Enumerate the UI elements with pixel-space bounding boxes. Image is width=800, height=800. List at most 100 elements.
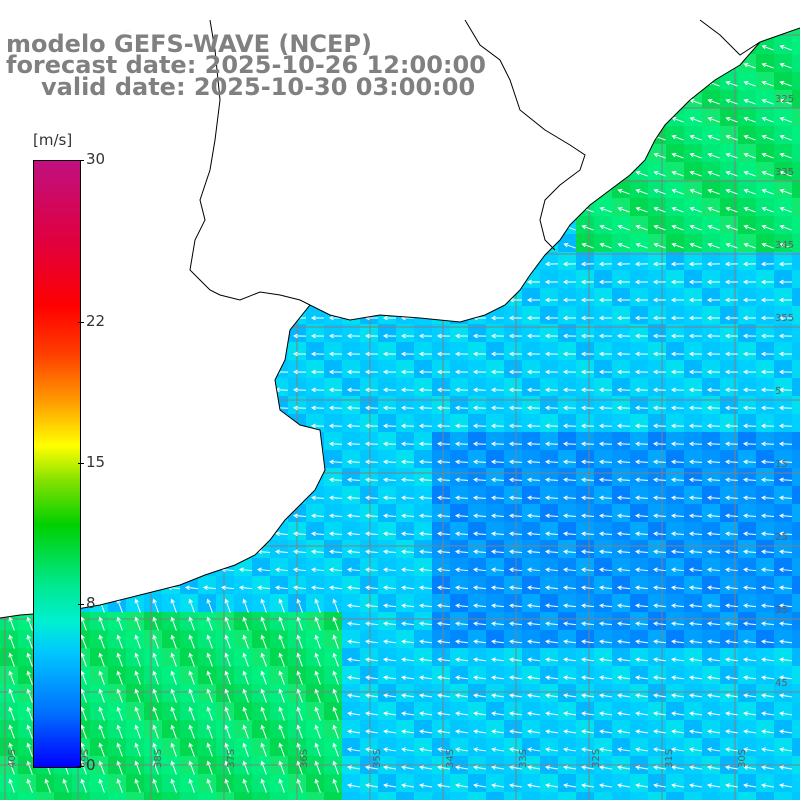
wind-arrow — [364, 423, 379, 429]
wind-cell — [504, 396, 522, 414]
wind-arrow — [544, 531, 559, 537]
wind-arrow — [653, 711, 667, 716]
wind-cell — [396, 702, 414, 720]
wind-arrow — [544, 549, 559, 555]
wind-cell — [576, 432, 594, 450]
wind-cell — [756, 108, 774, 126]
wind-arrow — [544, 423, 559, 429]
wind-arrow — [418, 441, 433, 447]
wind-arrow — [437, 621, 451, 627]
wind-arrow — [454, 441, 469, 447]
wind-arrow — [743, 729, 757, 734]
longitude-label: 335 — [775, 167, 794, 178]
wind-arrow — [635, 621, 649, 627]
wind-cell — [504, 774, 522, 792]
wind-arrow — [779, 711, 793, 716]
wind-arrow — [562, 261, 577, 267]
wind-cell — [450, 792, 468, 800]
wind-cell — [342, 702, 360, 720]
wind-arrow — [224, 742, 231, 757]
wind-cell — [396, 666, 414, 684]
wind-cell — [486, 342, 504, 360]
wind-cell — [414, 468, 432, 486]
wind-arrow — [455, 657, 469, 662]
wind-cell — [540, 450, 558, 468]
wind-arrow — [706, 549, 721, 555]
wind-cell — [414, 702, 432, 720]
wind-cell — [720, 450, 738, 468]
wind-cell — [702, 450, 720, 468]
wind-cell — [270, 540, 288, 558]
wind-arrow — [688, 351, 703, 357]
wind-arrow — [490, 585, 505, 591]
wind-arrow — [26, 670, 33, 685]
wind-arrow — [314, 670, 321, 685]
wind-cell — [702, 288, 720, 306]
wind-arrow — [206, 706, 213, 721]
wind-arrow — [706, 261, 721, 267]
wind-cell — [342, 486, 360, 504]
wind-cell — [774, 774, 792, 792]
wind-arrow — [509, 783, 522, 788]
wind-cell — [720, 486, 738, 504]
wind-arrow — [635, 224, 648, 231]
wind-cell — [342, 396, 360, 414]
wind-cell — [612, 684, 630, 702]
wind-arrow — [580, 459, 595, 465]
wind-cell — [450, 594, 468, 612]
wind-arrow — [436, 333, 451, 339]
wind-arrow — [310, 495, 325, 501]
wind-arrow — [779, 116, 792, 123]
wind-arrow — [562, 567, 577, 573]
wind-cell — [522, 306, 540, 324]
wind-cell — [738, 396, 756, 414]
wind-arrow — [80, 742, 87, 757]
wind-arrow — [8, 742, 15, 757]
wind-cell — [306, 360, 324, 378]
wind-arrow — [296, 724, 303, 739]
wind-arrow — [116, 634, 123, 649]
wind-cell — [234, 576, 252, 594]
wind-arrow — [724, 423, 739, 429]
wind-cell — [702, 540, 720, 558]
wind-arrow — [292, 369, 307, 375]
wind-cell — [720, 612, 738, 630]
wind-cell — [702, 522, 720, 540]
wind-arrow — [454, 603, 469, 609]
wind-arrow — [188, 760, 195, 775]
wind-cell — [630, 594, 648, 612]
wind-arrow — [436, 351, 451, 357]
wind-cell — [468, 414, 486, 432]
wind-cell — [792, 306, 800, 324]
wind-cell — [360, 486, 378, 504]
wind-arrow — [383, 639, 397, 645]
wind-arrow — [437, 729, 451, 734]
wind-arrow — [242, 760, 249, 775]
wind-arrow — [473, 747, 487, 752]
wind-cell — [702, 684, 720, 702]
wind-arrow — [472, 495, 487, 501]
wind-arrow — [242, 706, 249, 721]
wind-arrow — [760, 279, 775, 285]
wind-arrow — [314, 634, 321, 649]
wind-arrow — [707, 675, 721, 680]
wind-cell — [594, 666, 612, 684]
wind-arrow — [635, 765, 649, 770]
wind-cell — [792, 594, 800, 612]
wind-arrow — [526, 549, 541, 555]
wind-cell — [756, 774, 774, 792]
wind-cell — [738, 378, 756, 396]
wind-arrow — [328, 585, 343, 591]
wind-cell — [774, 414, 792, 432]
wind-cell — [774, 666, 792, 684]
wind-arrow — [242, 598, 249, 613]
wind-arrow — [724, 387, 739, 393]
wind-cell — [720, 792, 738, 800]
wind-cell — [774, 360, 792, 378]
wind-arrow — [80, 760, 87, 775]
wind-cell — [432, 648, 450, 666]
wind-arrow — [725, 639, 739, 645]
wind-cell — [702, 432, 720, 450]
wind-cell — [684, 468, 702, 486]
wind-arrow — [635, 657, 649, 662]
